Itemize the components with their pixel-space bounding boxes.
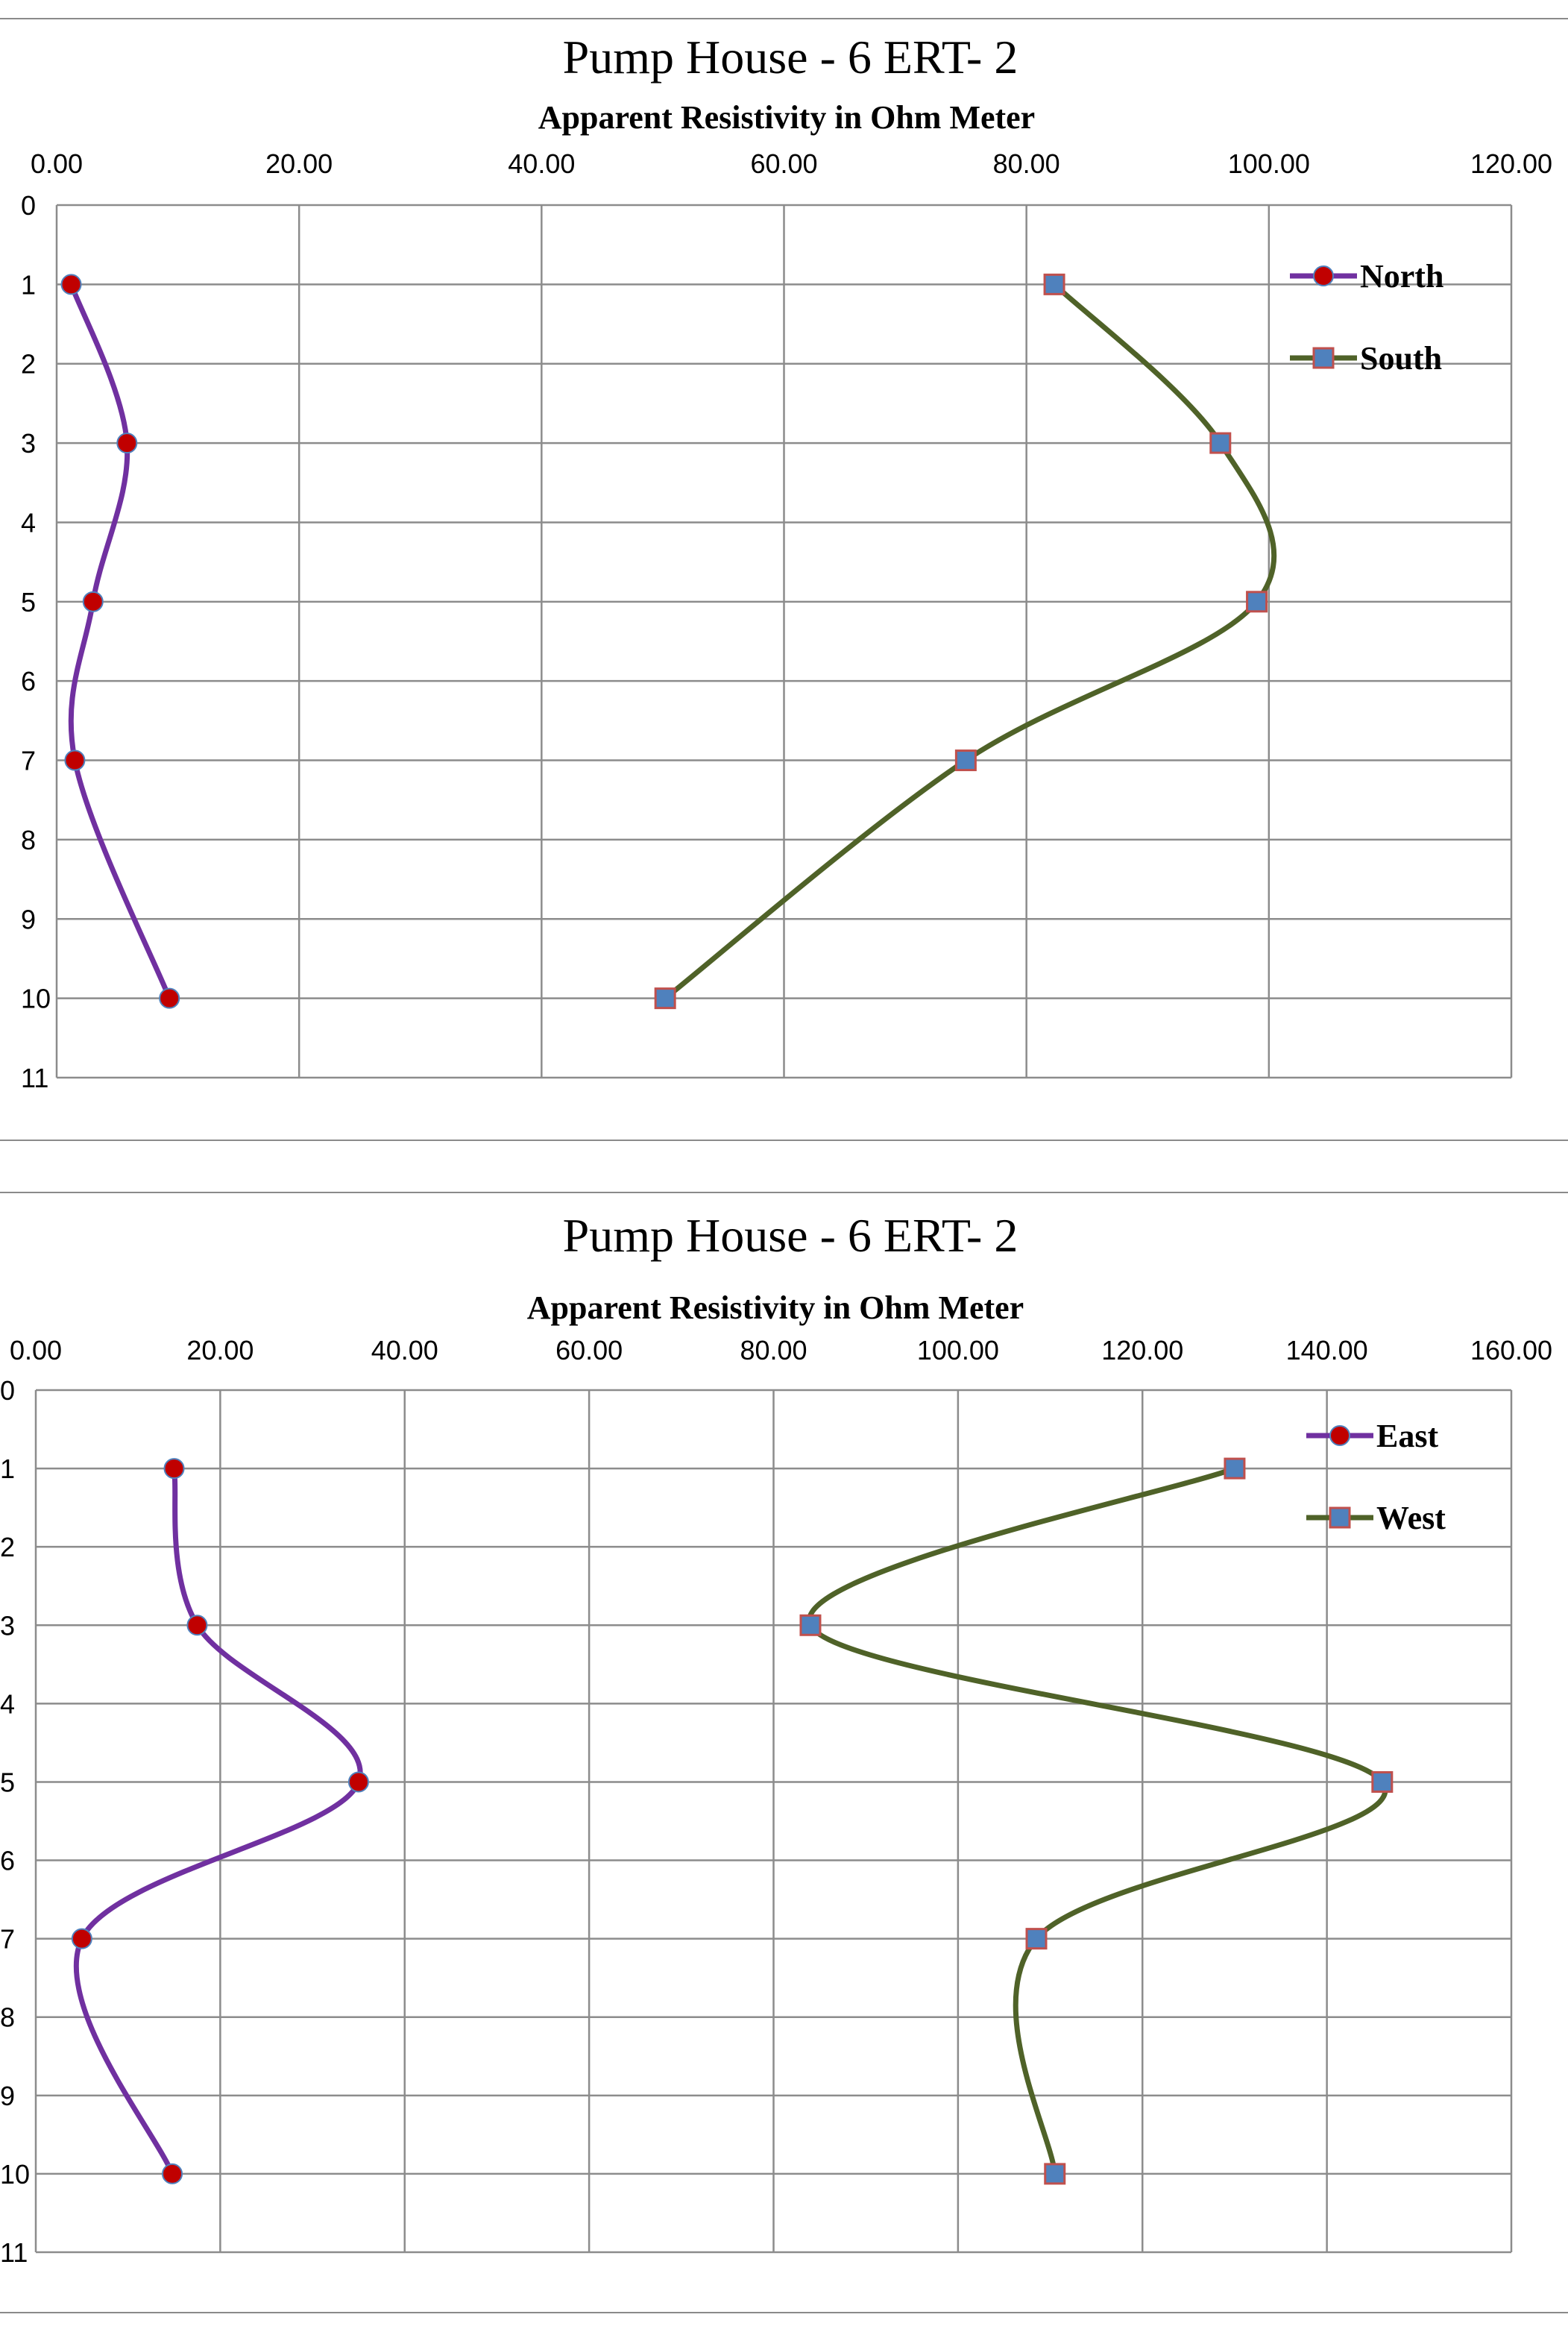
bottom-border-rule: [0, 2312, 1568, 2313]
y-tick-label: 1: [0, 1453, 15, 1484]
y-tick-label: 2: [21, 349, 36, 380]
data-point-south: [654, 987, 676, 1010]
y-tick-label: 5: [21, 587, 36, 617]
legend-label-south: South: [1360, 340, 1442, 377]
legend-marker-west: [1329, 1506, 1351, 1529]
data-point-west: [1371, 1770, 1394, 1793]
legend-label-north: North: [1360, 258, 1443, 295]
x-tick-label: 140.00: [1286, 1335, 1368, 1365]
series-line-north: [68, 281, 172, 1002]
data-point-east: [186, 1615, 208, 1636]
y-tick-label: 6: [0, 1846, 15, 1876]
y-tick-label: 7: [21, 746, 36, 776]
data-point-west: [799, 1614, 822, 1636]
data-point-east: [162, 2163, 183, 2184]
legend-label-east: East: [1376, 1418, 1438, 1454]
data-point-north: [116, 433, 138, 454]
data-point-south: [1246, 591, 1268, 613]
x-tick-label: 100.00: [1228, 148, 1310, 179]
chart-title: Pump House - 6 ERT- 2: [563, 1209, 1018, 1262]
series-line-west: [807, 1465, 1388, 2177]
y-tick-label: 8: [0, 2002, 15, 2033]
chart-panel-bottom: Pump House - 6 ERT- 2 Apparent Resistivi…: [0, 1163, 1568, 2332]
data-point-west: [1044, 2163, 1066, 2185]
x-tick-label: 40.00: [371, 1335, 438, 1365]
series-line-south: [662, 281, 1277, 1002]
y-tick-label: 2: [0, 1532, 15, 1562]
x-tick-label: 160.00: [1470, 1335, 1552, 1365]
x-tick-label: 60.00: [555, 1335, 623, 1365]
y-tick-label: 3: [0, 1610, 15, 1641]
data-point-north: [64, 749, 86, 771]
data-point-north: [159, 987, 180, 1009]
middle-border-rule-a: [0, 1140, 1568, 1141]
x-tick-label: 0.00: [10, 1335, 62, 1365]
y-tick-label: 10: [21, 984, 51, 1014]
legend-marker-north: [1313, 265, 1334, 286]
chart-subtitle: Apparent Resistivity in Ohm Meter: [538, 99, 1035, 136]
legend-marker-east: [1329, 1425, 1350, 1446]
x-tick-label: 100.00: [917, 1335, 999, 1365]
y-tick-label: 0: [21, 190, 36, 221]
chart-svg-bottom: Pump House - 6 ERT- 2 Apparent Resistivi…: [0, 1209, 1552, 2268]
chart-title: Pump House - 6 ERT- 2: [563, 31, 1018, 84]
data-point-south: [1043, 273, 1065, 295]
chart-panel-top: Pump House - 6 ERT- 2 Apparent Resistivi…: [0, 0, 1568, 1141]
data-point-south: [954, 749, 977, 772]
data-point-east: [163, 1458, 185, 1480]
data-point-north: [82, 591, 104, 612]
legend-marker-south: [1312, 347, 1335, 369]
y-tick-label: 8: [21, 825, 36, 855]
y-tick-label: 7: [0, 1924, 15, 1955]
data-point-south: [1209, 432, 1232, 454]
x-tick-label: 40.00: [508, 148, 575, 179]
y-tick-label: 10: [0, 2159, 30, 2190]
y-tick-label: 1: [21, 269, 36, 300]
x-tick-label: 80.00: [740, 1335, 807, 1365]
y-tick-label: 3: [21, 428, 36, 459]
y-tick-label: 9: [21, 904, 36, 934]
data-point-east: [347, 1771, 369, 1793]
middle-border-rule-b: [0, 1192, 1568, 1193]
data-point-east: [71, 1928, 92, 1949]
y-tick-label: 11: [21, 1063, 48, 1093]
x-tick-label: 80.00: [993, 148, 1060, 179]
y-tick-label: 5: [0, 1767, 15, 1797]
x-tick-label: 120.00: [1101, 1335, 1183, 1365]
data-point-west: [1224, 1457, 1246, 1480]
data-point-north: [60, 274, 82, 295]
chart-subtitle: Apparent Resistivity in Ohm Meter: [527, 1289, 1024, 1326]
data-point-west: [1025, 1928, 1048, 1950]
x-tick-label: 20.00: [265, 148, 333, 179]
chart-svg-top: Pump House - 6 ERT- 2 Apparent Resistivi…: [21, 31, 1552, 1093]
top-border-rule: [0, 18, 1568, 19]
x-tick-label: 20.00: [186, 1335, 254, 1365]
x-tick-label: 0.00: [31, 148, 83, 179]
y-tick-label: 4: [0, 1688, 15, 1719]
y-tick-label: 9: [0, 2081, 15, 2111]
legend-label-west: West: [1376, 1500, 1446, 1536]
y-tick-label: 4: [21, 507, 36, 538]
x-tick-label: 60.00: [750, 148, 817, 179]
x-tick-label: 120.00: [1470, 148, 1552, 179]
series-line-east: [74, 1465, 363, 2177]
y-tick-label: 0: [0, 1375, 15, 1406]
y-tick-label: 6: [21, 666, 36, 697]
y-tick-label: 11: [0, 2237, 28, 2268]
